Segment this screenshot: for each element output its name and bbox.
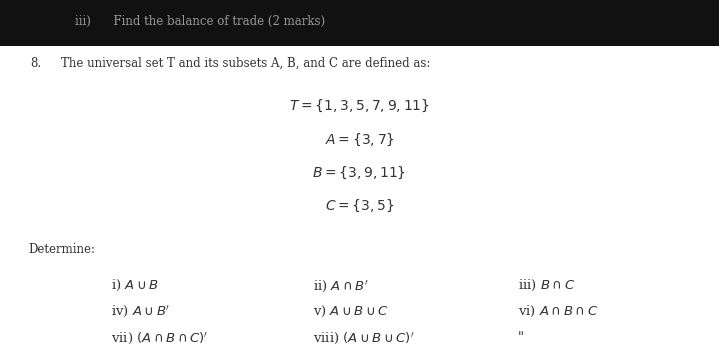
Text: vi) $A \cap B \cap C$: vi) $A \cap B \cap C$ xyxy=(518,304,598,319)
Text: The universal set T and its subsets A, B, and C are defined as:: The universal set T and its subsets A, B… xyxy=(61,57,431,70)
Text: iii) $B \cap C$: iii) $B \cap C$ xyxy=(518,278,575,293)
Text: iii)      Find the balance of trade (2 marks): iii) Find the balance of trade (2 marks) xyxy=(75,15,326,28)
Text: $A = \{3,7\}$: $A = \{3,7\}$ xyxy=(325,132,394,148)
Text: Determine:: Determine: xyxy=(29,243,96,256)
FancyBboxPatch shape xyxy=(0,0,719,46)
Text: 8.: 8. xyxy=(30,57,41,70)
Text: v) $A \cup B \cup C$: v) $A \cup B \cup C$ xyxy=(313,304,389,319)
Text: $C = \{3,5\}$: $C = \{3,5\}$ xyxy=(325,198,394,214)
Text: iv) $A \cup B'$: iv) $A \cup B'$ xyxy=(111,304,171,319)
Text: viii) $(A \cup B \cup C)'$: viii) $(A \cup B \cup C)'$ xyxy=(313,330,414,345)
Text: ": " xyxy=(518,331,523,344)
Text: ii) $A \cap B'$: ii) $A \cap B'$ xyxy=(313,278,369,293)
Text: vii) $(A \cap B \cap C )'$: vii) $(A \cap B \cap C )'$ xyxy=(111,330,209,345)
Text: $T = \{1,3,5,7,9,11\}$: $T = \{1,3,5,7,9,11\}$ xyxy=(289,98,430,114)
Text: i) $A \cup B$: i) $A \cup B$ xyxy=(111,278,160,293)
Text: $B = \{3,9,11\}$: $B = \{3,9,11\}$ xyxy=(313,165,406,181)
